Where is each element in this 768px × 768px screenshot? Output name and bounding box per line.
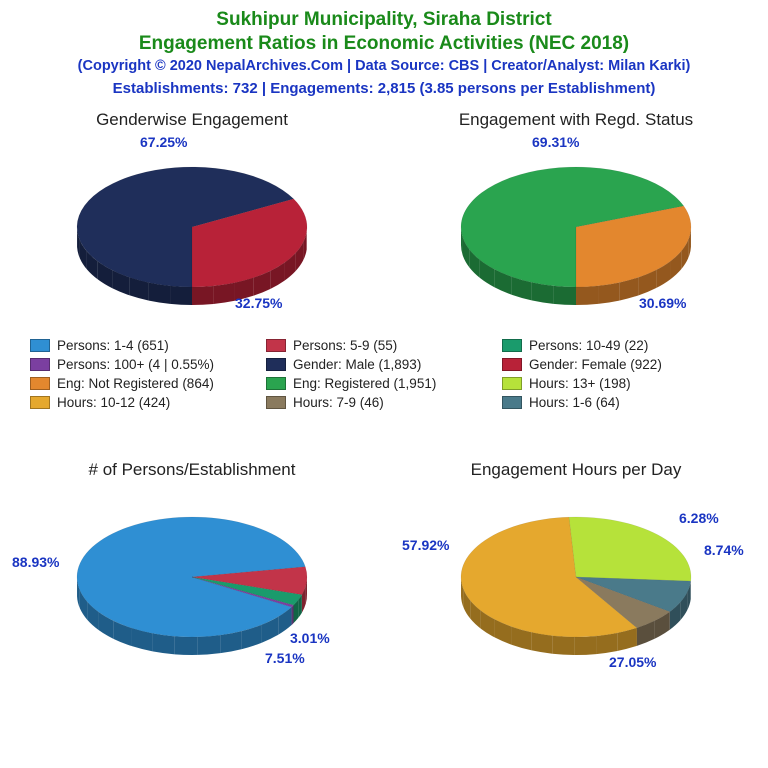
legend: Persons: 1-4 (651) Persons: 5-9 (55) Perso…: [30, 338, 738, 414]
pie-persons: 88.93% 7.51% 3.01%: [0, 482, 384, 672]
stats-line: Establishments: 732 | Engagements: 2,815…: [0, 80, 768, 97]
pct-label: 69.31%: [532, 134, 579, 150]
legend-item: Persons: 1-4 (651): [30, 338, 266, 353]
legend-text: Persons: 100+ (4 | 0.55%): [57, 357, 214, 372]
legend-swatch: [502, 339, 522, 352]
legend-item: Hours: 1-6 (64): [502, 395, 738, 410]
legend-swatch: [266, 396, 286, 409]
legend-row: Persons: 100+ (4 | 0.55%) Gender: Male (1…: [30, 357, 738, 372]
chart-hours: Engagement Hours per Day 57.92% 27.05% 8.7…: [384, 460, 768, 672]
pie-gender: 67.25% 32.75%: [0, 132, 384, 322]
copyright-line: (Copyright © 2020 NepalArchives.Com | Da…: [0, 58, 768, 74]
legend-swatch: [266, 339, 286, 352]
chart-gender: Genderwise Engagement 67.25% 32.75%: [0, 110, 384, 322]
pct-label: 7.51%: [265, 650, 305, 666]
legend-text: Gender: Male (1,893): [293, 357, 421, 372]
legend-swatch: [502, 358, 522, 371]
legend-item: Hours: 13+ (198): [502, 376, 738, 391]
pct-label: 6.28%: [679, 510, 719, 526]
chart-persons: # of Persons/Establishment 88.93% 7.51% 3.…: [0, 460, 384, 672]
chart-title-hours: Engagement Hours per Day: [384, 460, 768, 480]
legend-swatch: [30, 377, 50, 390]
pct-label: 8.74%: [704, 542, 744, 558]
legend-text: Hours: 13+ (198): [529, 376, 631, 391]
chart-title-gender: Genderwise Engagement: [0, 110, 384, 130]
legend-text: Hours: 7-9 (46): [293, 395, 384, 410]
legend-swatch: [502, 377, 522, 390]
legend-text: Eng: Registered (1,951): [293, 376, 436, 391]
legend-swatch: [502, 396, 522, 409]
title-line-1: Sukhipur Municipality, Siraha District: [0, 8, 768, 32]
legend-item: Eng: Not Registered (864): [30, 376, 266, 391]
legend-text: Eng: Not Registered (864): [57, 376, 214, 391]
pct-label: 27.05%: [609, 654, 656, 670]
legend-row: Persons: 1-4 (651) Persons: 5-9 (55) Perso…: [30, 338, 738, 353]
legend-text: Persons: 1-4 (651): [57, 338, 169, 353]
legend-item: Hours: 10-12 (424): [30, 395, 266, 410]
chart-title-regd: Engagement with Regd. Status: [384, 110, 768, 130]
legend-item: Gender: Female (922): [502, 357, 738, 372]
legend-item: Hours: 7-9 (46): [266, 395, 502, 410]
pct-label: 32.75%: [235, 295, 282, 311]
legend-row: Eng: Not Registered (864) Eng: Registered…: [30, 376, 738, 391]
header-block: Sukhipur Municipality, Siraha District E…: [0, 0, 768, 97]
legend-text: Hours: 1-6 (64): [529, 395, 620, 410]
legend-item: Eng: Registered (1,951): [266, 376, 502, 391]
legend-text: Persons: 10-49 (22): [529, 338, 648, 353]
legend-item: Persons: 100+ (4 | 0.55%): [30, 357, 266, 372]
legend-item: Persons: 10-49 (22): [502, 338, 738, 353]
legend-swatch: [30, 358, 50, 371]
pct-label: 88.93%: [12, 554, 59, 570]
pct-label: 30.69%: [639, 295, 686, 311]
legend-swatch: [30, 396, 50, 409]
chart-regd: Engagement with Regd. Status 69.31% 30.69…: [384, 110, 768, 322]
legend-item: Persons: 5-9 (55): [266, 338, 502, 353]
legend-row: Hours: 10-12 (424) Hours: 7-9 (46) Hours: …: [30, 395, 738, 410]
legend-swatch: [30, 339, 50, 352]
pct-label: 67.25%: [140, 134, 187, 150]
pie-hours: 57.92% 27.05% 8.74% 6.28%: [384, 482, 768, 672]
legend-item: Gender: Male (1,893): [266, 357, 502, 372]
legend-text: Persons: 5-9 (55): [293, 338, 397, 353]
chart-title-persons: # of Persons/Establishment: [0, 460, 384, 480]
pct-label: 57.92%: [402, 537, 449, 553]
legend-text: Hours: 10-12 (424): [57, 395, 170, 410]
pie-regd: 69.31% 30.69%: [384, 132, 768, 322]
pct-label: 3.01%: [290, 630, 330, 646]
legend-swatch: [266, 358, 286, 371]
legend-swatch: [266, 377, 286, 390]
legend-text: Gender: Female (922): [529, 357, 662, 372]
title-line-2: Engagement Ratios in Economic Activities…: [0, 32, 768, 56]
